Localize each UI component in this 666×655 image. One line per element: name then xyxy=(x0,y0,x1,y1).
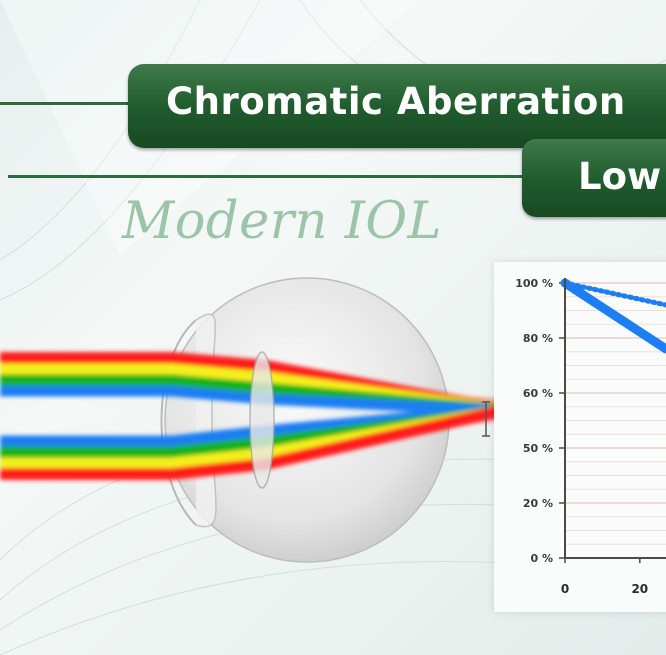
subtitle-banner: Low xyxy=(522,139,666,217)
subtitle-rule xyxy=(8,175,528,178)
y-tick-label: 20 % xyxy=(523,497,553,510)
subtitle-tag-text: Low xyxy=(578,155,662,198)
y-tick-label: 100 % xyxy=(515,277,553,290)
title-text: Chromatic Aberration xyxy=(166,80,626,123)
focal-marker-icon xyxy=(482,401,490,437)
chart-panel xyxy=(494,262,666,612)
light-rays xyxy=(0,352,507,480)
x-tick-label: 0 xyxy=(561,582,569,596)
title-rule-left xyxy=(0,102,132,105)
lens-icon xyxy=(249,351,275,489)
y-tick-label: 80 % xyxy=(523,332,553,345)
series-line-2 xyxy=(560,278,666,354)
title-banner: Chromatic Aberration xyxy=(128,64,666,148)
modern-iol-heading: Modern IOL xyxy=(122,192,443,251)
y-tick-label: 50 % xyxy=(523,442,553,455)
series-line-1 xyxy=(562,280,666,308)
y-tick-label: 0 % xyxy=(530,552,553,565)
x-tick-label: 20 xyxy=(631,582,648,596)
y-tick-label: 60 % xyxy=(523,387,553,400)
